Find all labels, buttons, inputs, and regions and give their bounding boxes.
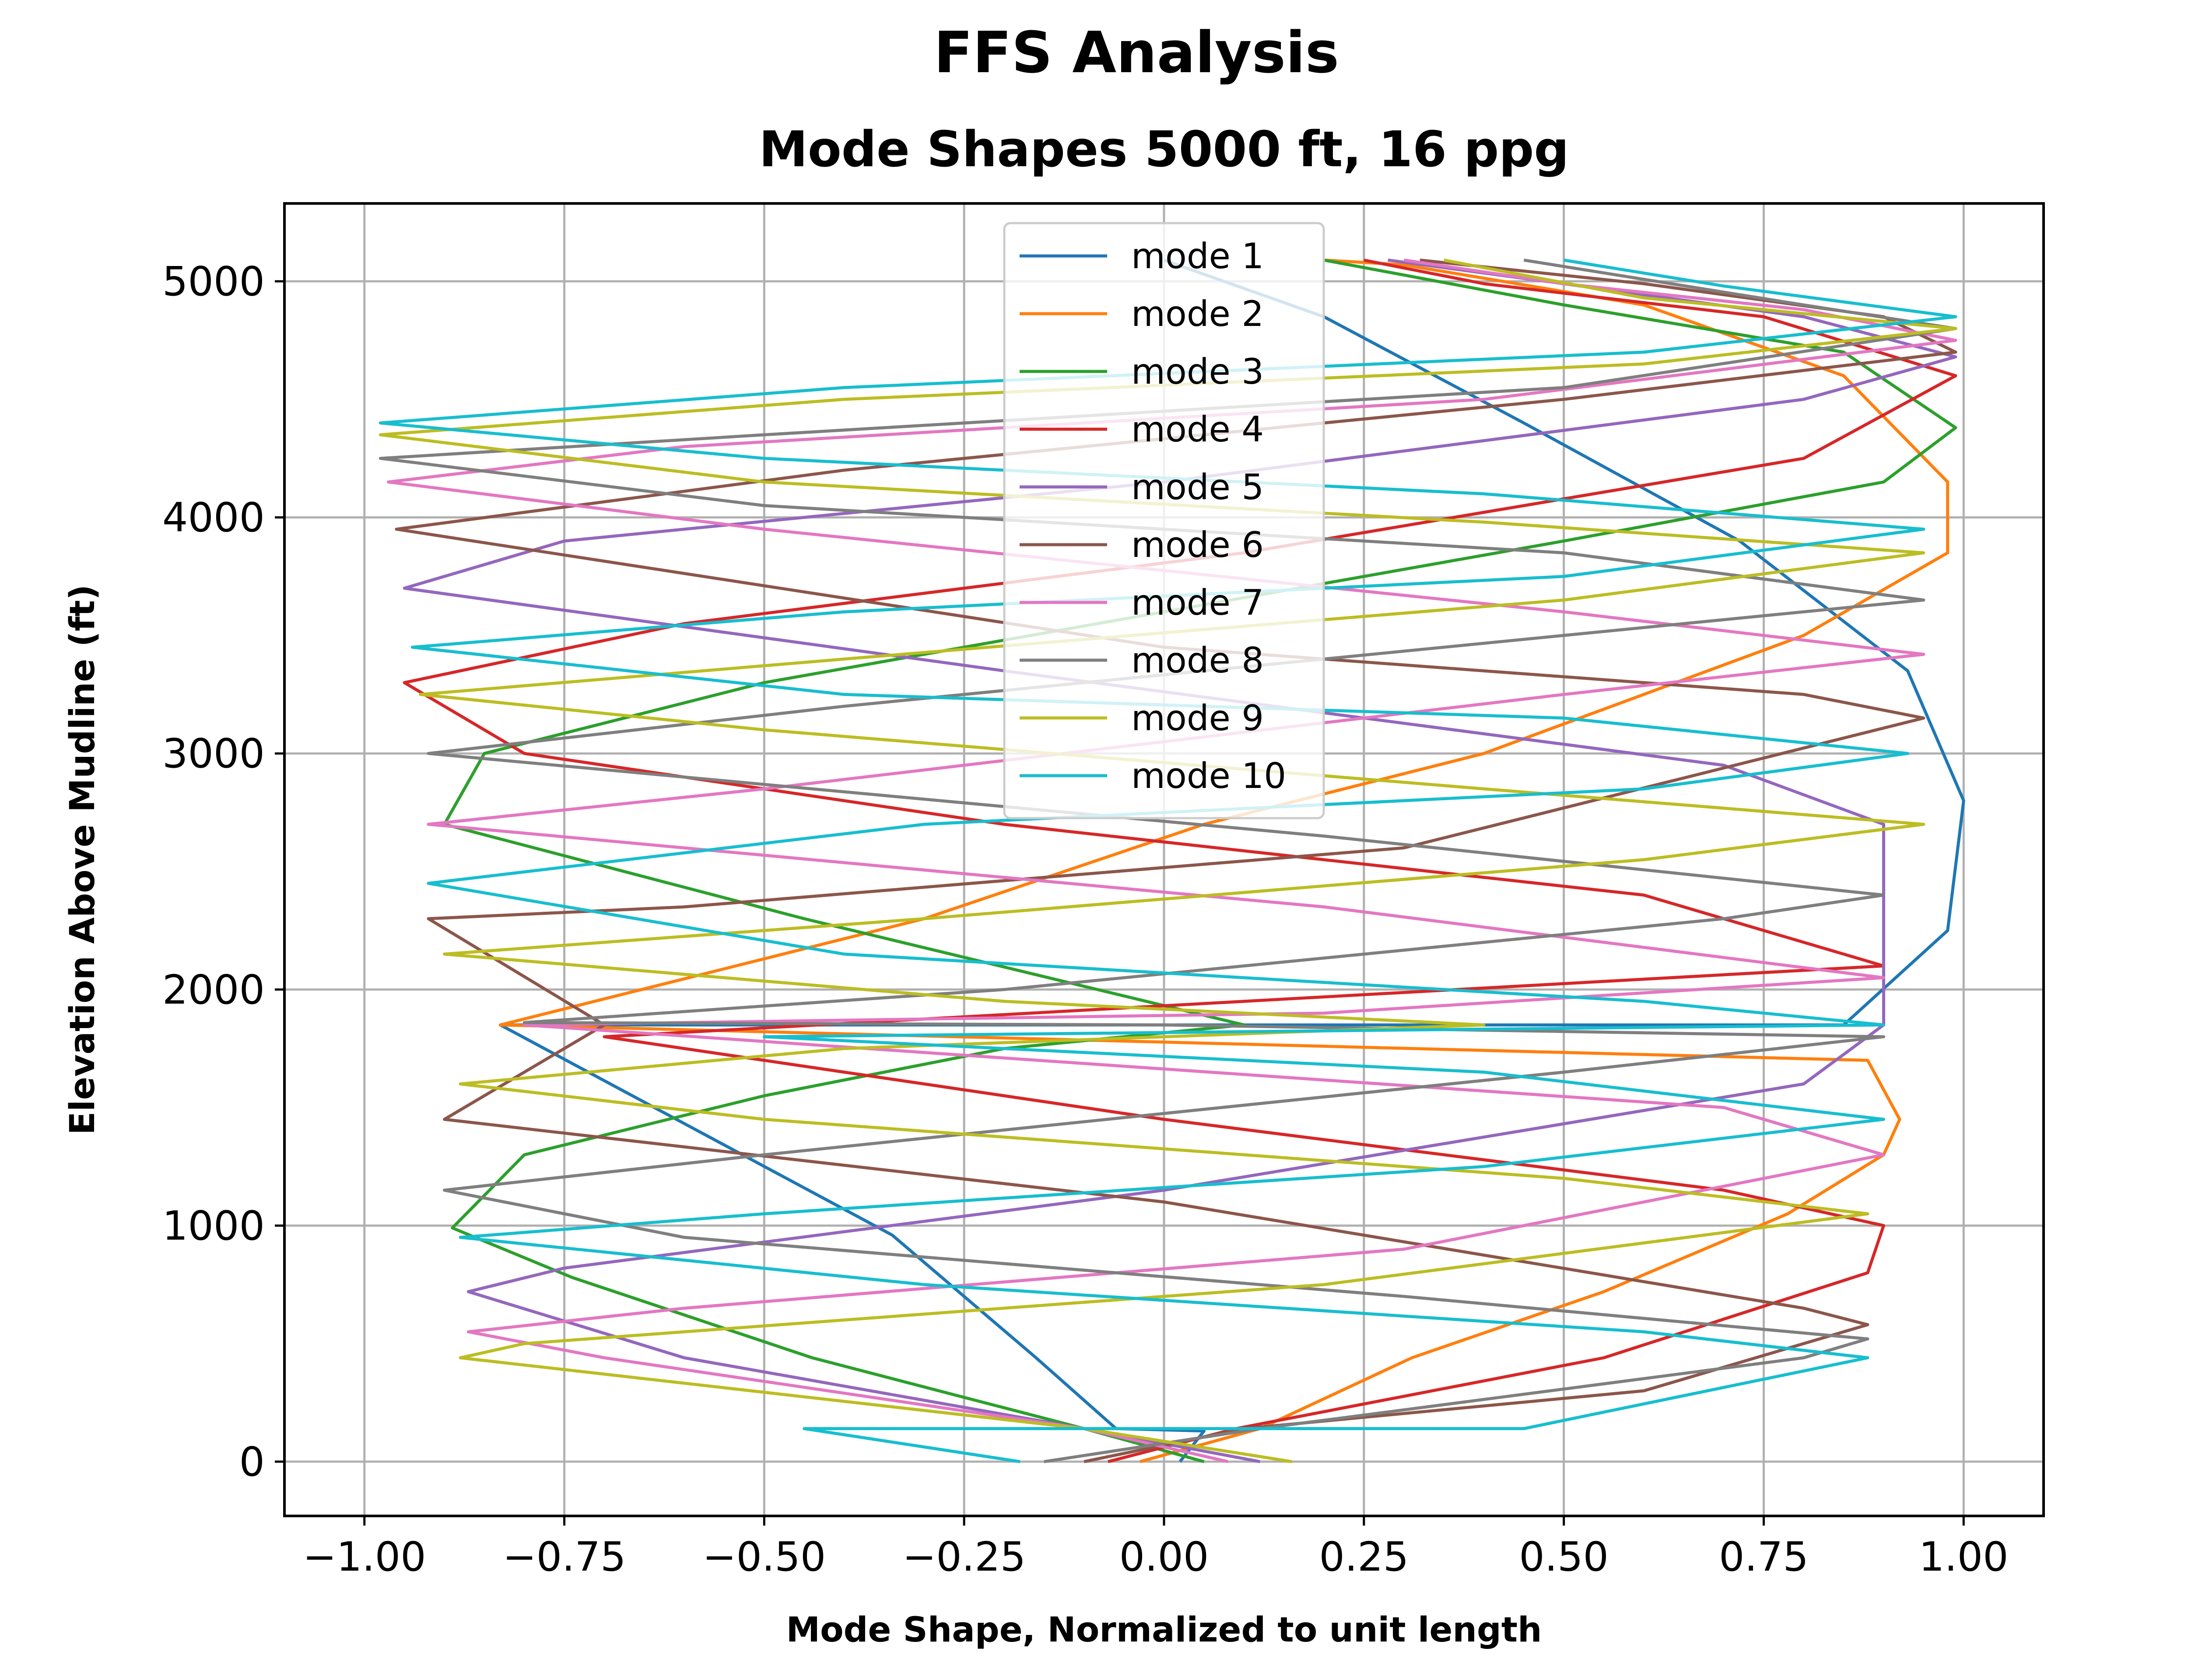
x-tick-label: −0.75: [503, 1533, 626, 1580]
series-line-mode-7: [387, 259, 1957, 1463]
legend-label: mode 7: [1131, 582, 1264, 623]
y-tick-label: 5000: [162, 258, 265, 305]
x-tick-label: 0.00: [1119, 1533, 1209, 1580]
legend: mode 1 mode 2 mode 3 mode 4 mode 5 mode 6 mode…: [1003, 222, 1325, 819]
legend-label: mode 10: [1131, 756, 1286, 796]
x-tick-label: −0.25: [902, 1533, 1026, 1580]
x-tick-label: 0.25: [1319, 1533, 1409, 1580]
legend-label: mode 9: [1131, 698, 1264, 738]
legend-label: mode 3: [1131, 351, 1264, 392]
legend-label: mode 6: [1131, 525, 1264, 565]
y-tick-label: 4000: [162, 494, 265, 541]
y-axis-label: Elevation Above Mudline (ft): [63, 584, 102, 1135]
chart-title: Mode Shapes 5000 ft, 16 ppg: [759, 121, 1569, 178]
series-line-mode-5: [403, 259, 1957, 1463]
legend-label: mode 8: [1131, 640, 1264, 681]
y-axis-ticks: 0 1000 2000 3000 4000 5000: [162, 258, 284, 1485]
legend-label: mode 1: [1131, 236, 1264, 276]
x-tick-label: 1.00: [1919, 1533, 2009, 1580]
series-line-mode-1: [498, 259, 1965, 1463]
x-tick-label: 0.75: [1719, 1533, 1809, 1580]
chart-suptitle: FFS Analysis: [934, 19, 1339, 86]
series-line-mode-6: [395, 259, 1957, 1463]
series-line-mode-10: [379, 259, 1957, 1463]
x-axis-label: Mode Shape, Normalized to unit length: [786, 1610, 1542, 1650]
x-tick-label: −0.50: [702, 1533, 826, 1580]
y-tick-label: 1000: [162, 1202, 265, 1249]
y-tick-label: 3000: [162, 730, 265, 777]
y-tick-label: 0: [239, 1438, 265, 1485]
x-axis-ticks: −1.00 −0.75 −0.50 −0.25 0.00 0.25 0.50 0.75 1.00: [303, 1516, 2009, 1580]
x-tick-label: −1.00: [303, 1533, 426, 1580]
legend-label: mode 4: [1131, 409, 1264, 450]
series-line-mode-8: [379, 259, 1957, 1463]
x-tick-label: 0.50: [1519, 1533, 1609, 1580]
legend-label: mode 5: [1131, 467, 1264, 508]
series-line-mode-3: [443, 259, 1957, 1463]
series-lines: [379, 259, 1965, 1463]
legend-label: mode 2: [1131, 294, 1264, 334]
series-line-mode-4: [403, 259, 1957, 1463]
y-tick-label: 2000: [162, 966, 265, 1013]
